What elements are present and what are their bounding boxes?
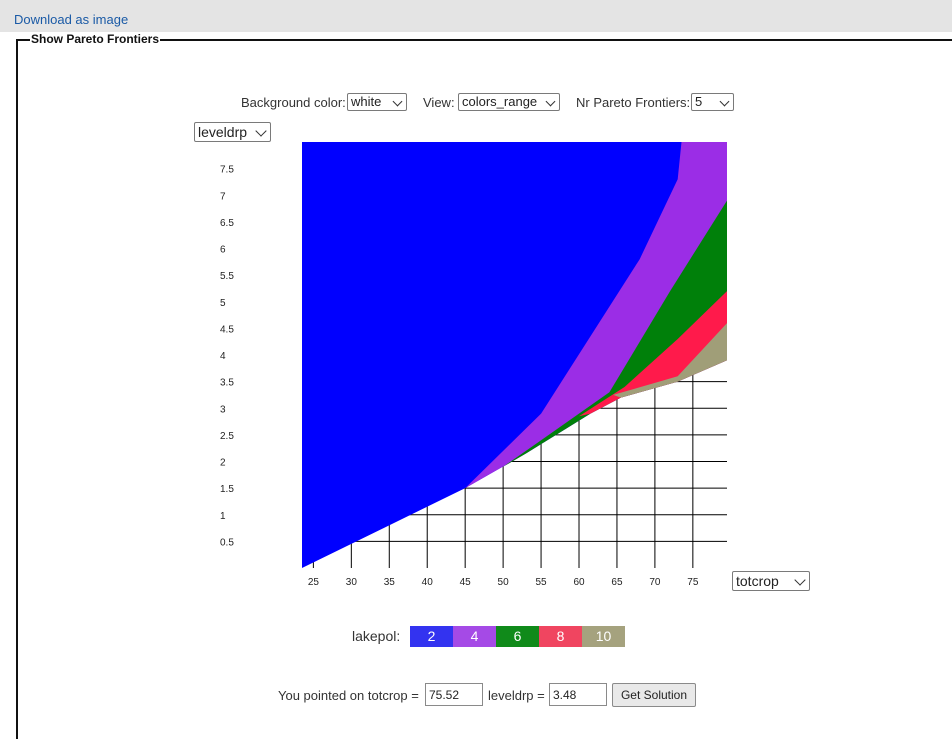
- frontier-area-6: [503, 200, 727, 467]
- legend-item-6: 6: [496, 626, 539, 647]
- legend-item-10: 10: [582, 626, 625, 647]
- legend-title: lakepol:: [352, 628, 401, 644]
- view-select[interactable]: colors_range: [458, 93, 560, 111]
- chevron-down-icon: [794, 574, 806, 586]
- background-color-value: white: [351, 94, 382, 109]
- x-tick-label: 65: [611, 577, 623, 588]
- y-axis-value: leveldrp: [198, 124, 248, 140]
- y-tick-label: 4.5: [220, 324, 234, 335]
- y-tick-label: 0.5: [220, 537, 234, 548]
- y-tick-label: 3.5: [220, 378, 234, 389]
- y-tick-label: 2: [220, 458, 226, 469]
- frontier-area-4: [465, 142, 727, 489]
- y-tick-label: 1.5: [220, 484, 234, 495]
- top-bar: [0, 0, 952, 32]
- y-tick-label: 3: [220, 404, 226, 415]
- y-tick-label: 6: [220, 245, 226, 256]
- background-color-select[interactable]: white: [347, 93, 407, 111]
- y-tick-label: 4: [220, 351, 226, 362]
- x-tick-label: 45: [460, 577, 472, 588]
- y-tick-label: 1: [220, 511, 226, 522]
- pointed-totcrop-label: You pointed on totcrop =: [278, 688, 419, 703]
- y-tick-label: 6.5: [220, 218, 234, 229]
- y-tick-label: 5.5: [220, 271, 234, 282]
- x-tick-label: 70: [649, 577, 661, 588]
- x-tick-label: 25: [308, 577, 320, 588]
- pareto-fieldset: [16, 39, 952, 739]
- download-as-image-link[interactable]: Download as image: [14, 12, 129, 27]
- nr-pareto-frontiers-value: 5: [695, 94, 703, 109]
- x-tick-label: 55: [536, 577, 548, 588]
- pareto-chart[interactable]: 0.511.522.533.544.555.566.577.5 25 30 35 40…: [0, 0, 952, 714]
- x-tick-label: 50: [498, 577, 510, 588]
- x-tick-label: 30: [346, 577, 358, 588]
- nr-pareto-frontiers-label: Nr Pareto Frontiers:: [576, 95, 691, 110]
- y-tick-label: 7: [220, 191, 226, 202]
- x-tick-label: 35: [384, 577, 396, 588]
- view-label: View:: [423, 95, 455, 110]
- legend-item-8: 8: [539, 626, 582, 647]
- y-axis-select[interactable]: leveldrp: [194, 122, 271, 142]
- legend-item-2: 2: [410, 626, 453, 647]
- get-solution-button[interactable]: Get Solution: [612, 683, 696, 707]
- x-axis-value: totcrop: [736, 573, 779, 589]
- background-color-label: Background color:: [241, 95, 346, 110]
- y-tick-label: 2.5: [220, 431, 234, 442]
- leveldrp-input[interactable]: [549, 683, 607, 706]
- x-tick-label: 60: [573, 577, 585, 588]
- x-axis-select[interactable]: totcrop: [732, 571, 810, 591]
- view-value: colors_range: [462, 94, 538, 109]
- x-tick-label: 75: [687, 577, 699, 588]
- frontier-area-8: [579, 291, 727, 417]
- frontier-area-10: [613, 323, 727, 398]
- totcrop-input[interactable]: [425, 683, 483, 706]
- leveldrp-label: leveldrp =: [488, 688, 545, 703]
- nr-pareto-frontiers-select[interactable]: 5: [691, 93, 734, 111]
- section-title: Show Pareto Frontiers: [30, 32, 161, 46]
- y-tick-label: 7.5: [220, 165, 234, 176]
- frontier-area-2: [302, 142, 727, 568]
- x-tick-label: 40: [422, 577, 434, 588]
- y-tick-label: 5: [220, 298, 226, 309]
- legend-item-4: 4: [453, 626, 496, 647]
